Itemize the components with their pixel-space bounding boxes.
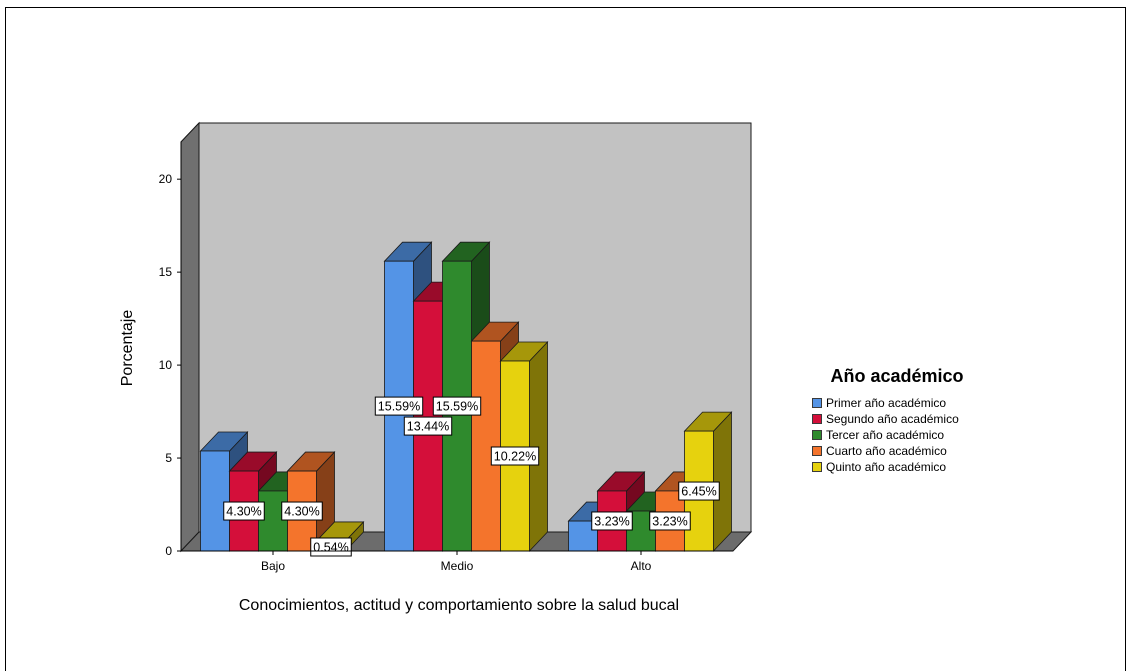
data-label-text: 3.23% — [652, 514, 687, 528]
legend-swatch — [812, 430, 822, 440]
data-label-text: 4.30% — [226, 505, 261, 519]
data-label-text: 15.59% — [378, 400, 420, 414]
data-label-box — [223, 501, 265, 521]
legend-swatch — [812, 398, 822, 408]
data-label-box — [490, 446, 540, 466]
x-axis-title: Conocimientos, actitud y comportamiento … — [239, 597, 679, 614]
legend-items: Primer año académico Segundo año académic… — [812, 395, 1032, 475]
legend-label: Tercer año académico — [826, 428, 945, 442]
data-label: 3.23% — [591, 511, 633, 531]
data-label: 15.59% — [432, 396, 482, 416]
side-wall — [180, 121, 200, 553]
legend-swatch — [812, 446, 822, 456]
legend-label: Segundo año académico — [826, 412, 959, 426]
legend-item: Primer año académico — [812, 395, 1032, 411]
y-tick-label: 10 — [159, 358, 173, 372]
data-label: 15.59% — [374, 396, 424, 416]
data-label-text: 3.23% — [594, 514, 629, 528]
data-label: 4.30% — [223, 501, 265, 521]
y-tick-label: 20 — [159, 172, 173, 186]
x-axis: Bajo Medio Alto — [181, 550, 733, 573]
legend-title: Año académico — [830, 366, 964, 386]
data-label: 6.45% — [678, 481, 720, 501]
data-label: 13.44% — [403, 416, 453, 436]
data-label-text: 4.30% — [284, 505, 319, 519]
legend-item: Segundo año académico — [812, 411, 1032, 427]
legend-swatch — [812, 414, 822, 424]
data-label-text: 10.22% — [494, 450, 536, 464]
data-label-box — [678, 481, 720, 501]
data-label: 4.30% — [281, 501, 323, 521]
data-label: 10.22% — [490, 446, 540, 466]
legend-item: Quinto año académico — [812, 459, 1032, 475]
bar-front — [471, 340, 501, 552]
data-label-box — [432, 396, 482, 416]
data-label-box — [591, 511, 633, 531]
legend: Año académico Primer año académico Segund… — [812, 366, 1032, 475]
y-axis-title: Porcentaje — [119, 310, 136, 387]
bar-front — [200, 450, 230, 552]
legend-label: Quinto año académico — [826, 460, 947, 474]
data-label-box — [649, 511, 691, 531]
data-label-text: 0.54% — [313, 541, 348, 555]
data-label-box — [374, 396, 424, 416]
bar-front — [258, 490, 288, 552]
data-label-text: 15.59% — [436, 400, 478, 414]
y-tick-label: 0 — [165, 544, 172, 558]
data-label-box — [281, 501, 323, 521]
data-label: 0.54% — [310, 537, 352, 557]
legend-label: Cuarto año académico — [826, 444, 947, 458]
y-axis: 0 5 10 15 20 — [159, 142, 182, 558]
data-labels-group: 4.30% 4.30% 0.54% 15.59% 13.44% 15.59% 10.22% 3… — [223, 396, 720, 557]
x-tick-label: Bajo — [261, 559, 285, 573]
data-label-text: 6.45% — [681, 485, 716, 499]
legend-label: Primer año académico — [826, 396, 947, 410]
data-label-box — [403, 416, 453, 436]
y-tick-label: 15 — [159, 265, 173, 279]
legend-item: Cuarto año académico — [812, 443, 1032, 459]
data-label-text: 13.44% — [407, 420, 449, 434]
y-tick-label: 5 — [165, 451, 172, 465]
x-tick-label: Medio — [441, 559, 474, 573]
data-label: 3.23% — [649, 511, 691, 531]
legend-item: Tercer año académico — [812, 427, 1032, 443]
x-tick-label: Alto — [631, 559, 652, 573]
legend-swatch — [812, 462, 822, 472]
